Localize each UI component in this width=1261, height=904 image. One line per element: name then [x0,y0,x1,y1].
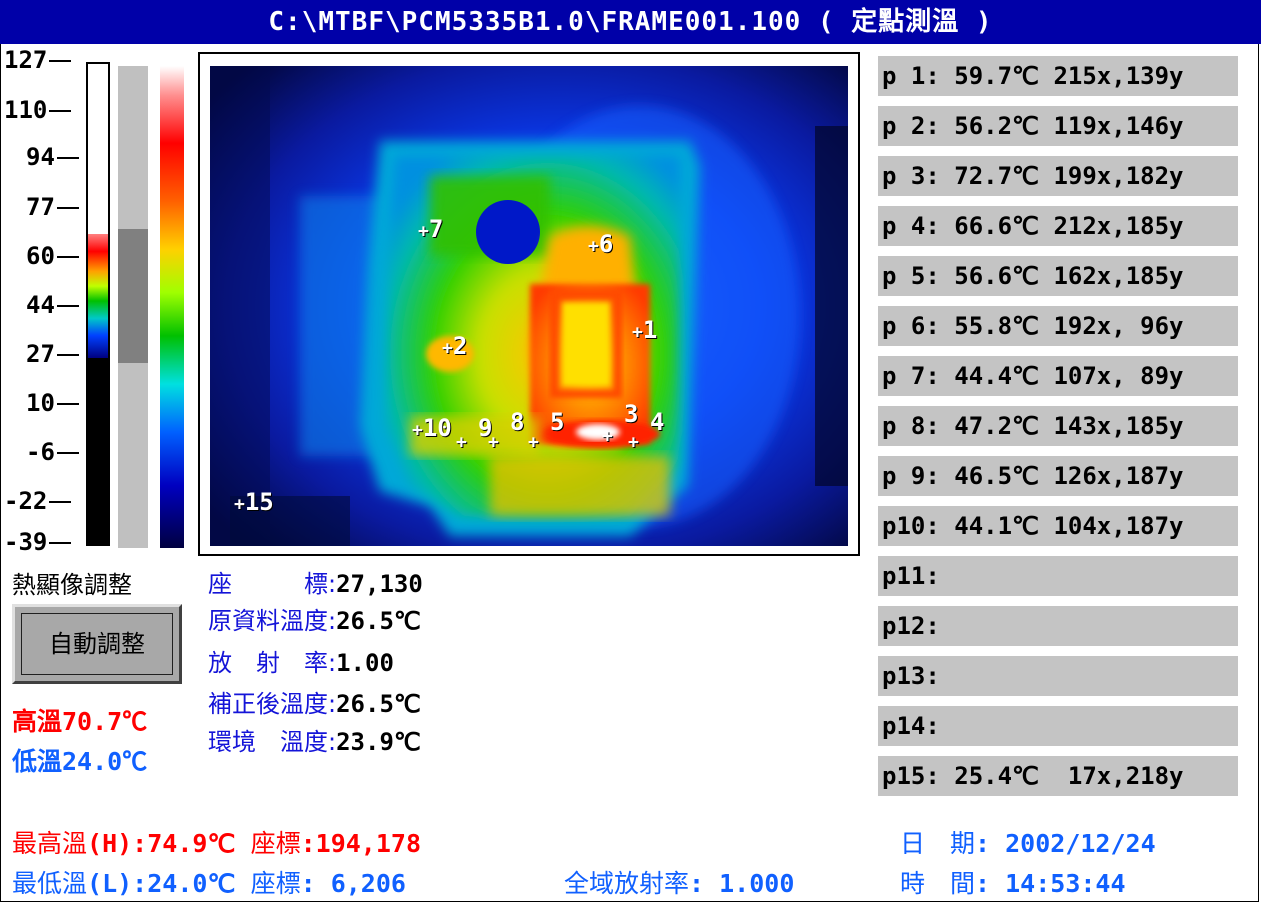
coord-row: 座 標:27,130 [208,564,423,600]
corrected-temp-value: 26.5℃ [336,690,421,718]
point-marker: + [528,432,539,453]
ambient-temp-label: 環境 溫度: [208,728,337,756]
point-row[interactable]: p 7: 44.4℃ 107x, 89y [878,356,1238,396]
scale-segment-white [88,64,108,234]
ambient-temp-row: 環境 溫度:23.9℃ [208,722,421,758]
mapped-color-scale-bar [86,62,110,546]
point-row[interactable]: p 5: 56.6℃ 162x,185y [878,256,1238,296]
thermal-image-graphic [210,66,848,546]
max-coord-value: :194,178 [300,829,422,858]
point-marker: 5 [550,408,565,436]
scale-label: 94 [26,145,79,169]
max-coord-label: 座標 [250,829,301,858]
global-emissivity-label: 全域放射率 [564,869,690,898]
scale-label: 27 [26,342,79,366]
point-row[interactable]: p 1: 59.7℃ 215x,139y [878,56,1238,96]
min-temp-readout: 最低溫(L):24.0℃ 座標: 6,206 [12,864,406,900]
scale-segment-black [88,358,108,544]
point-row[interactable]: p10: 44.1℃ 104x,187y [878,506,1238,546]
point-row[interactable]: p 4: 66.6℃ 212x,185y [878,206,1238,246]
point-row[interactable]: p15: 25.4℃ 17x,218y [878,756,1238,796]
point-marker: +10 [412,414,452,442]
range-window-slider[interactable] [118,66,148,548]
max-temp-value: (H):74.9℃ [87,829,236,858]
min-temp-label: 最低溫 [12,869,88,898]
scale-label: -6 [26,440,79,464]
point-row[interactable]: p 3: 72.7℃ 199x,182y [878,156,1238,196]
point-row[interactable]: p14: [878,706,1238,746]
scale-segment-color [88,234,108,358]
raw-temp-value: 26.5℃ [336,607,421,635]
scale-label: 60 [26,244,79,268]
min-temp-value: (L):24.0℃ [87,869,236,898]
point-marker: + [488,432,499,453]
point-row[interactable]: p 2: 56.2℃ 119x,146y [878,106,1238,146]
date-value: : 2002/12/24 [975,829,1156,858]
date-label: 日 期 [900,829,976,858]
point-marker: + [602,426,613,447]
point-marker: +15 [234,488,274,516]
scale-labels: 127 110 94 77 60 44 27 10 -6 -22 -39 [4,48,84,554]
scale-label: 77 [26,195,79,219]
max-temp-readout: 最高溫(H):74.9℃ 座標:194,178 [12,824,421,860]
point-marker: 3 [624,400,639,428]
point-marker: +6 [588,230,614,258]
point-row[interactable]: p11: [878,556,1238,596]
ambient-temp-value: 23.9℃ [336,728,421,756]
auto-adjust-button[interactable]: 自動調整 [12,604,182,684]
point-marker: +7 [418,215,444,243]
scale-label: 127 [4,48,72,72]
point-marker: 4 [650,408,665,436]
time-value: : 14:53:44 [975,869,1126,898]
global-emissivity: 全域放射率: 1.000 [564,864,794,900]
emissivity-value: 1.00 [336,649,394,677]
thermal-adjust-heading: 熱顯像調整 [12,571,132,599]
emissivity-label: 放 射 率: [208,649,337,677]
time-readout: 時 間: 14:53:44 [900,864,1126,900]
point-row[interactable]: p 6: 55.8℃ 192x, 96y [878,306,1238,346]
point-marker: 8 [510,408,525,436]
corrected-temp-row: 補正後溫度:26.5℃ [208,684,421,720]
point-marker: +2 [442,332,468,360]
point-marker: + [628,432,639,453]
low-temp-setting: 低溫24.0℃ [12,747,148,776]
scale-label: -39 [4,530,72,554]
thermal-image[interactable]: +7 +6 +1 +2 +10 9 + + 8 + 5 + 3 + 4 +15 [210,66,848,546]
point-row[interactable]: p12: [878,606,1238,646]
point-marker: + [456,432,467,453]
date-readout: 日 期: 2002/12/24 [900,824,1156,860]
point-row[interactable]: p 9: 46.5℃ 126x,187y [878,456,1238,496]
point-row[interactable]: p13: [878,656,1238,696]
coord-label: 座 標: [208,570,337,598]
auto-adjust-button-border [21,613,173,675]
point-row[interactable]: p 8: 47.2℃ 143x,185y [878,406,1238,446]
scale-label: 10 [26,391,79,415]
high-temp-setting: 高溫70.7℃ [12,707,148,736]
raw-temp-label: 原資料溫度: [208,607,337,635]
full-palette-bar [160,66,184,548]
min-coord-value: : 6,206 [300,869,406,898]
point-marker: 9 [478,414,493,442]
scale-label: 44 [26,293,79,317]
auto-adjust-button-label: 自動調整 [49,630,145,658]
range-window-handle[interactable] [118,229,148,363]
scale-label: 110 [4,98,72,122]
emissivity-row: 放 射 率:1.00 [208,643,394,679]
max-temp-label: 最高溫 [12,829,88,858]
corrected-temp-label: 補正後溫度: [208,690,337,718]
global-emissivity-value: : 1.000 [689,869,795,898]
point-marker: +1 [632,316,658,344]
scale-label: -22 [4,489,72,513]
title-bar: C:\MTBF\PCM5335B1.0\FRAME001.100 ( 定點測溫 … [0,0,1261,44]
min-coord-label: 座標 [250,869,301,898]
thermal-image-frame: +7 +6 +1 +2 +10 9 + + 8 + 5 + 3 + 4 +15 [198,52,860,556]
time-label: 時 間 [900,869,976,898]
coord-value: 27,130 [336,570,423,598]
raw-temp-row: 原資料溫度:26.5℃ [208,601,421,637]
